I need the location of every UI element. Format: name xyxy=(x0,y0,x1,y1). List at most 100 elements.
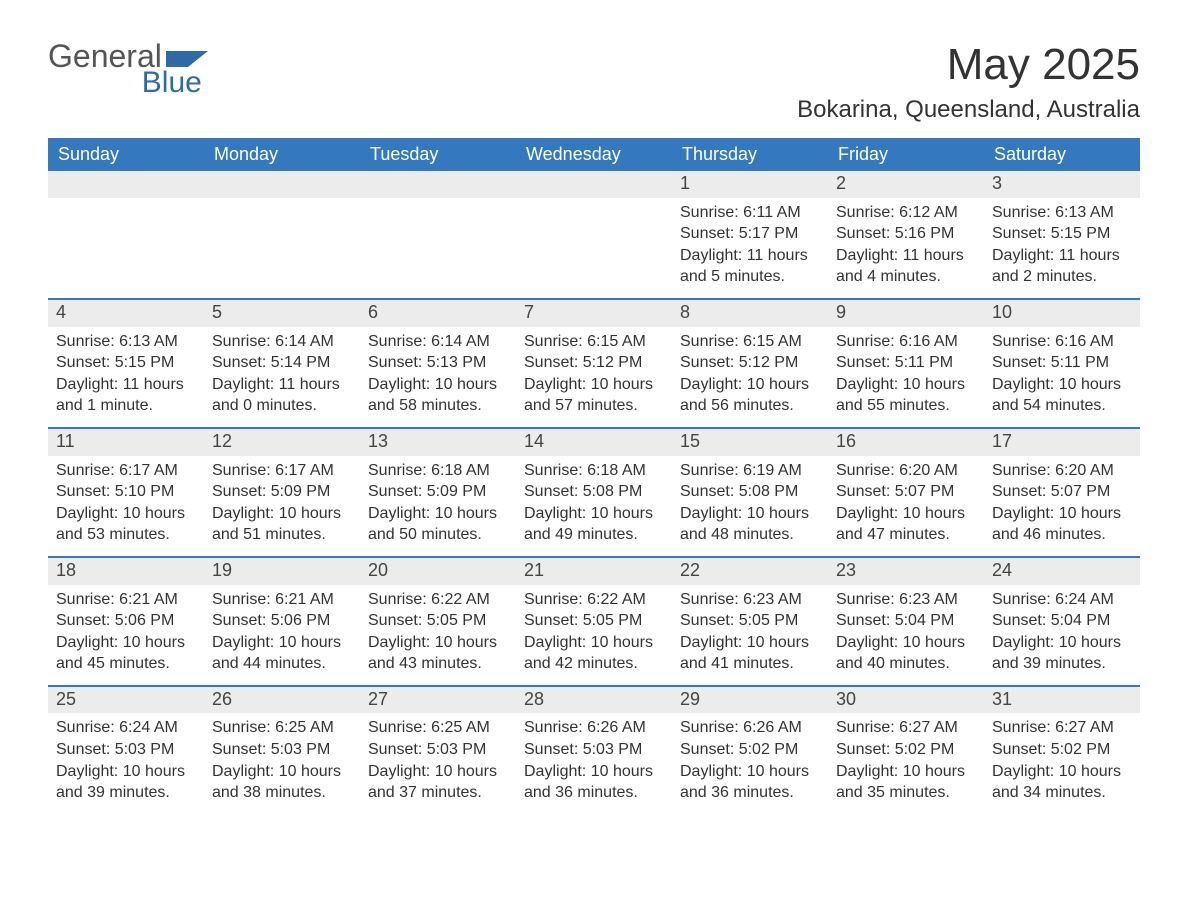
daylight-text: Daylight: 10 hours and 48 minutes. xyxy=(680,503,820,546)
day-details: Sunrise: 6:24 AMSunset: 5:03 PMDaylight:… xyxy=(48,713,204,803)
sunset-text: Sunset: 5:13 PM xyxy=(368,352,508,374)
day-details: Sunrise: 6:22 AMSunset: 5:05 PMDaylight:… xyxy=(360,585,516,675)
sunrise-text: Sunrise: 6:26 AM xyxy=(680,717,820,739)
day-details: Sunrise: 6:18 AMSunset: 5:09 PMDaylight:… xyxy=(360,456,516,546)
daylight-text: Daylight: 10 hours and 41 minutes. xyxy=(680,632,820,675)
sunset-text: Sunset: 5:11 PM xyxy=(992,352,1132,374)
daylight-text: Daylight: 11 hours and 1 minute. xyxy=(56,374,196,417)
day-number: 22 xyxy=(672,558,828,585)
sunrise-text: Sunrise: 6:17 AM xyxy=(56,460,196,482)
sunset-text: Sunset: 5:11 PM xyxy=(836,352,976,374)
day-details: Sunrise: 6:21 AMSunset: 5:06 PMDaylight:… xyxy=(48,585,204,675)
day-cell: 22Sunrise: 6:23 AMSunset: 5:05 PMDayligh… xyxy=(672,558,828,685)
day-header-wednesday: Wednesday xyxy=(516,138,672,171)
sunset-text: Sunset: 5:06 PM xyxy=(56,610,196,632)
daylight-text: Daylight: 10 hours and 42 minutes. xyxy=(524,632,664,675)
daylight-text: Daylight: 11 hours and 2 minutes. xyxy=(992,245,1132,288)
daylight-text: Daylight: 10 hours and 37 minutes. xyxy=(368,761,508,804)
day-cell: 5Sunrise: 6:14 AMSunset: 5:14 PMDaylight… xyxy=(204,300,360,427)
day-number: 26 xyxy=(204,687,360,714)
sunset-text: Sunset: 5:05 PM xyxy=(368,610,508,632)
sunset-text: Sunset: 5:15 PM xyxy=(56,352,196,374)
sunset-text: Sunset: 5:08 PM xyxy=(524,481,664,503)
day-number: 11 xyxy=(48,429,204,456)
sunrise-text: Sunrise: 6:16 AM xyxy=(836,331,976,353)
sunset-text: Sunset: 5:02 PM xyxy=(992,739,1132,761)
sunset-text: Sunset: 5:02 PM xyxy=(836,739,976,761)
day-number: 24 xyxy=(984,558,1140,585)
day-cell: 4 Sunrise: 6:13 AMSunset: 5:15 PMDaylight… xyxy=(48,300,204,427)
sunrise-text: Sunrise: 6:19 AM xyxy=(680,460,820,482)
day-cell: 9Sunrise: 6:16 AMSunset: 5:11 PMDaylight… xyxy=(828,300,984,427)
day-header-saturday: Saturday xyxy=(984,138,1140,171)
day-cell: 26Sunrise: 6:25 AMSunset: 5:03 PMDayligh… xyxy=(204,687,360,814)
day-header-friday: Friday xyxy=(828,138,984,171)
sunset-text: Sunset: 5:03 PM xyxy=(212,739,352,761)
sunrise-text: Sunrise: 6:13 AM xyxy=(56,331,196,353)
sunrise-text: Sunrise: 6:12 AM xyxy=(836,202,976,224)
day-cell: 10Sunrise: 6:16 AMSunset: 5:11 PMDayligh… xyxy=(984,300,1140,427)
day-number: 27 xyxy=(360,687,516,714)
day-cell: 18Sunrise: 6:21 AMSunset: 5:06 PMDayligh… xyxy=(48,558,204,685)
day-cell: 2Sunrise: 6:12 AMSunset: 5:16 PMDaylight… xyxy=(828,171,984,298)
day-cell: 30Sunrise: 6:27 AMSunset: 5:02 PMDayligh… xyxy=(828,687,984,814)
daylight-text: Daylight: 10 hours and 39 minutes. xyxy=(992,632,1132,675)
day-details: Sunrise: 6:15 AMSunset: 5:12 PMDaylight:… xyxy=(672,327,828,417)
sunrise-text: Sunrise: 6:22 AM xyxy=(524,589,664,611)
day-number: 12 xyxy=(204,429,360,456)
sunrise-text: Sunrise: 6:23 AM xyxy=(680,589,820,611)
day-number: 6 xyxy=(360,300,516,327)
day-details: Sunrise: 6:25 AMSunset: 5:03 PMDaylight:… xyxy=(204,713,360,803)
day-number: 5 xyxy=(204,300,360,327)
day-details: Sunrise: 6:17 AMSunset: 5:09 PMDaylight:… xyxy=(204,456,360,546)
day-number: 4 xyxy=(48,300,204,327)
week-row: 1Sunrise: 6:11 AMSunset: 5:17 PMDaylight… xyxy=(48,171,1140,298)
page-header: General Blue May 2025 Bokarina, Queensla… xyxy=(48,40,1140,124)
day-number: 14 xyxy=(516,429,672,456)
day-number: 7 xyxy=(516,300,672,327)
daylight-text: Daylight: 10 hours and 34 minutes. xyxy=(992,761,1132,804)
day-number: 23 xyxy=(828,558,984,585)
day-details: Sunrise: 6:18 AMSunset: 5:08 PMDaylight:… xyxy=(516,456,672,546)
sunset-text: Sunset: 5:15 PM xyxy=(992,223,1132,245)
week-row: 18Sunrise: 6:21 AMSunset: 5:06 PMDayligh… xyxy=(48,556,1140,685)
day-details: Sunrise: 6:13 AMSunset: 5:15 PMDaylight:… xyxy=(984,198,1140,288)
day-cell: 17Sunrise: 6:20 AMSunset: 5:07 PMDayligh… xyxy=(984,429,1140,556)
day-details: Sunrise: 6:21 AMSunset: 5:06 PMDaylight:… xyxy=(204,585,360,675)
sunrise-text: Sunrise: 6:16 AM xyxy=(992,331,1132,353)
sunrise-text: Sunrise: 6:25 AM xyxy=(368,717,508,739)
sunset-text: Sunset: 5:06 PM xyxy=(212,610,352,632)
day-cell: 15Sunrise: 6:19 AMSunset: 5:08 PMDayligh… xyxy=(672,429,828,556)
sunset-text: Sunset: 5:10 PM xyxy=(56,481,196,503)
daylight-text: Daylight: 10 hours and 57 minutes. xyxy=(524,374,664,417)
sunrise-text: Sunrise: 6:21 AM xyxy=(212,589,352,611)
daylight-text: Daylight: 10 hours and 54 minutes. xyxy=(992,374,1132,417)
day-cell: 23Sunrise: 6:23 AMSunset: 5:04 PMDayligh… xyxy=(828,558,984,685)
sunrise-text: Sunrise: 6:23 AM xyxy=(836,589,976,611)
day-cell: 11Sunrise: 6:17 AMSunset: 5:10 PMDayligh… xyxy=(48,429,204,556)
daylight-text: Daylight: 10 hours and 38 minutes. xyxy=(212,761,352,804)
day-number xyxy=(516,171,672,198)
day-details: Sunrise: 6:23 AMSunset: 5:05 PMDaylight:… xyxy=(672,585,828,675)
day-cell: 1Sunrise: 6:11 AMSunset: 5:17 PMDaylight… xyxy=(672,171,828,298)
daylight-text: Daylight: 10 hours and 47 minutes. xyxy=(836,503,976,546)
sunset-text: Sunset: 5:07 PM xyxy=(836,481,976,503)
day-details: Sunrise: 6:26 AMSunset: 5:02 PMDaylight:… xyxy=(672,713,828,803)
sunset-text: Sunset: 5:17 PM xyxy=(680,223,820,245)
day-cell: 14Sunrise: 6:18 AMSunset: 5:08 PMDayligh… xyxy=(516,429,672,556)
daylight-text: Daylight: 10 hours and 36 minutes. xyxy=(680,761,820,804)
day-cell: 7Sunrise: 6:15 AMSunset: 5:12 PMDaylight… xyxy=(516,300,672,427)
day-number xyxy=(204,171,360,198)
day-number xyxy=(360,171,516,198)
sunrise-text: Sunrise: 6:18 AM xyxy=(368,460,508,482)
day-cell: 6Sunrise: 6:14 AMSunset: 5:13 PMDaylight… xyxy=(360,300,516,427)
day-details: Sunrise: 6:16 AMSunset: 5:11 PMDaylight:… xyxy=(828,327,984,417)
day-cell: 21Sunrise: 6:22 AMSunset: 5:05 PMDayligh… xyxy=(516,558,672,685)
daylight-text: Daylight: 10 hours and 46 minutes. xyxy=(992,503,1132,546)
day-number: 1 xyxy=(672,171,828,198)
day-number: 21 xyxy=(516,558,672,585)
brand-word2: Blue xyxy=(130,68,208,98)
sunrise-text: Sunrise: 6:13 AM xyxy=(992,202,1132,224)
day-cell: 16Sunrise: 6:20 AMSunset: 5:07 PMDayligh… xyxy=(828,429,984,556)
week-row: 25Sunrise: 6:24 AMSunset: 5:03 PMDayligh… xyxy=(48,685,1140,814)
